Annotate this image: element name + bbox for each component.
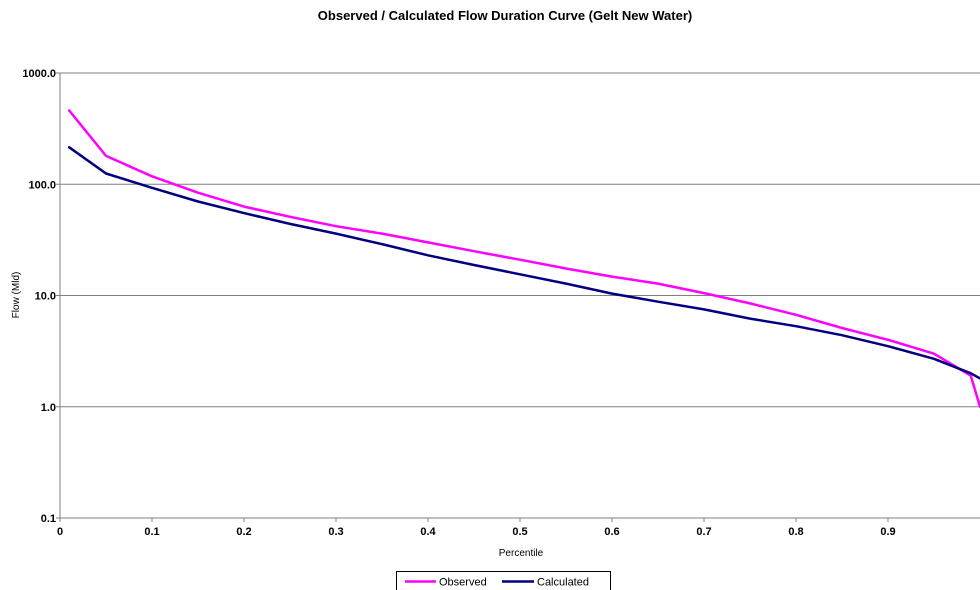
- x-tick-label: 0: [57, 526, 63, 538]
- x-tick-label: 0.9: [880, 526, 895, 538]
- x-tick-label: 0.1: [144, 526, 159, 538]
- y-tick-label: 1000.0: [22, 68, 56, 80]
- legend-label-observed: Observed: [439, 577, 487, 589]
- x-tick-label: 0.4: [420, 526, 436, 538]
- y-axis-label: Flow (Mld): [11, 272, 22, 319]
- x-tick-label: 0.6: [604, 526, 619, 538]
- y-tick-label: 0.1: [41, 513, 56, 525]
- series-lines: [67, 109, 980, 409]
- y-tick-label: 10.0: [35, 291, 56, 303]
- y-tick-label: 1.0: [41, 402, 56, 414]
- legend: Observed Calculated: [396, 571, 611, 590]
- x-tick-labels: 0 0.1 0.2 0.3 0.4 0.5 0.6 0.7 0.8 0.9: [57, 526, 896, 538]
- x-tick-label: 0.8: [788, 526, 803, 538]
- x-tick-label: 0.5: [512, 526, 527, 538]
- y-tick-labels: 0.1 1.0 10.0 100.0 1000.0: [22, 68, 56, 525]
- series-line-calculated: [67, 146, 980, 380]
- legend-label-calculated: Calculated: [537, 577, 589, 589]
- y-tick-label: 100.0: [28, 179, 56, 191]
- series-line-observed: [67, 109, 980, 409]
- x-axis-label: Percentile: [499, 548, 544, 559]
- axes: [56, 72, 980, 522]
- grid-lines: [60, 72, 980, 408]
- x-tick-label: 0.2: [236, 526, 251, 538]
- chart-title: Observed / Calculated Flow Duration Curv…: [318, 8, 692, 23]
- x-tick-label: 0.3: [328, 526, 343, 538]
- x-tick-label: 0.7: [696, 526, 711, 538]
